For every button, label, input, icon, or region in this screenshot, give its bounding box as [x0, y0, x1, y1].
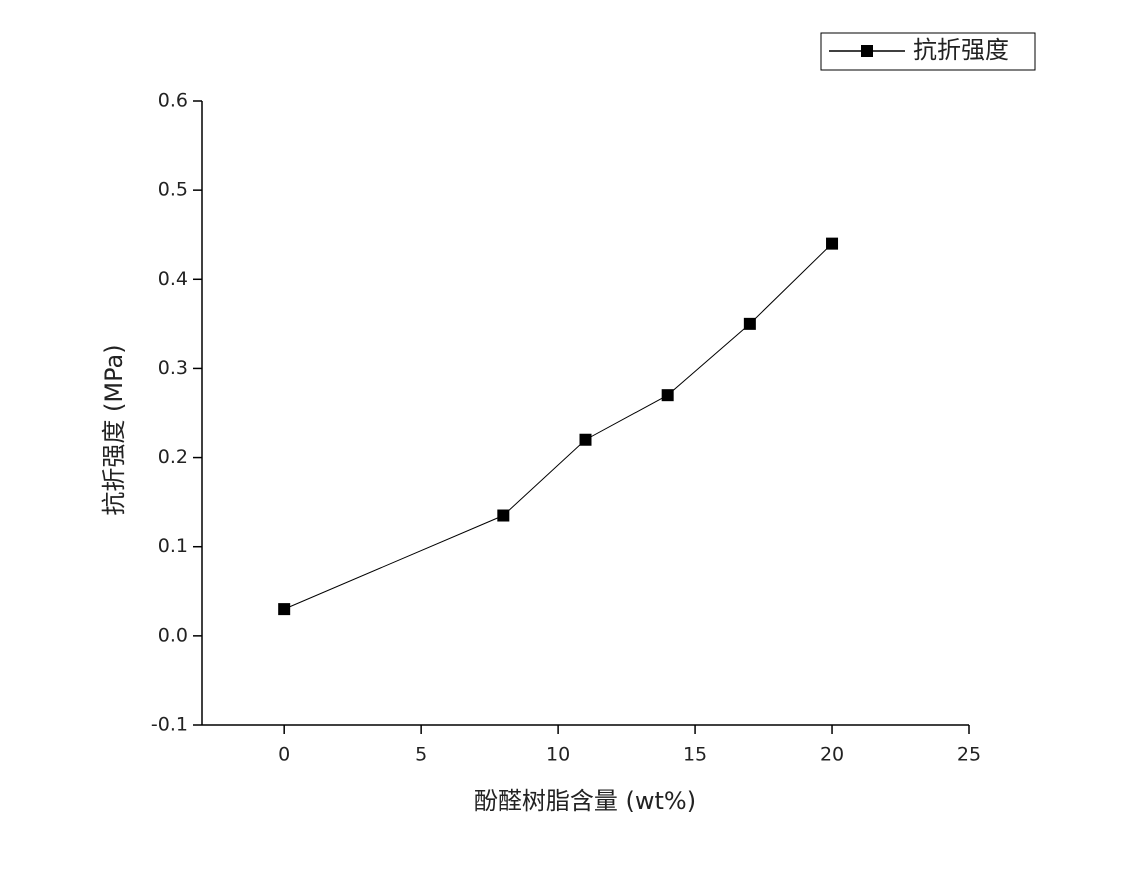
x-tick-label: 10	[546, 744, 570, 766]
legend-marker	[861, 45, 873, 57]
y-tick-label: 0.2	[158, 446, 188, 468]
y-tick-label: 0.4	[158, 268, 188, 290]
point-marker	[743, 317, 756, 330]
x-tick-label: 0	[278, 744, 290, 766]
x-tick-label: 15	[683, 744, 707, 766]
y-tick-label: -0.1	[151, 714, 188, 736]
x-tick-label: 25	[957, 744, 981, 766]
point-marker	[278, 603, 291, 616]
y-tick-label: 0.5	[158, 179, 188, 201]
y-tick-label: 0.0	[158, 624, 188, 646]
y-tick-label: 0.6	[158, 90, 188, 112]
series-line	[283, 243, 833, 610]
point-marker	[579, 433, 592, 446]
legend-label: 抗折强度	[913, 36, 1009, 64]
y-axis-label: 抗折强度 (MPa)	[100, 344, 128, 515]
x-tick-label: 5	[415, 744, 427, 766]
point-marker	[661, 389, 674, 402]
point-marker	[497, 509, 510, 522]
x-tick-label: 20	[820, 744, 844, 766]
y-tick-label: 0.3	[158, 357, 188, 379]
point-marker	[826, 237, 839, 250]
y-tick-label: 0.1	[158, 535, 188, 557]
x-axis-label: 酚醛树脂含量 (wt%)	[474, 787, 696, 815]
